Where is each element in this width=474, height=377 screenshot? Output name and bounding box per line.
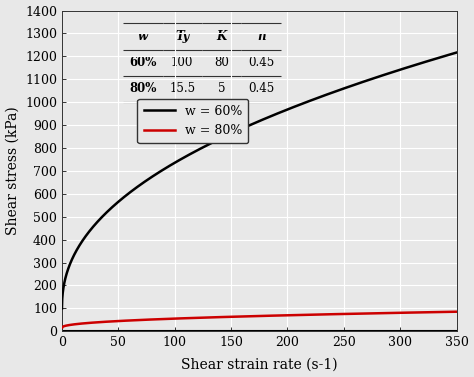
w = 60% bbox=[216, 137, 222, 142]
Line: w = 60%: w = 60% bbox=[62, 52, 456, 308]
w = 80% bbox=[190, 316, 196, 320]
w = 60% bbox=[436, 55, 441, 60]
w = 60% bbox=[454, 50, 459, 55]
w = 80% bbox=[216, 315, 222, 319]
w = 80% bbox=[436, 310, 441, 314]
w = 80% bbox=[59, 325, 65, 330]
w = 80% bbox=[454, 310, 459, 314]
w = 60% bbox=[299, 102, 304, 106]
w = 60% bbox=[59, 306, 65, 311]
w = 60% bbox=[190, 150, 196, 155]
w = 60% bbox=[137, 182, 143, 187]
Legend: w = 60%, w = 80%: w = 60%, w = 80% bbox=[137, 98, 248, 143]
Line: w = 80%: w = 80% bbox=[62, 312, 456, 328]
X-axis label: Shear strain rate (s-1): Shear strain rate (s-1) bbox=[181, 357, 337, 371]
w = 60% bbox=[248, 122, 254, 127]
w = 80% bbox=[299, 313, 304, 317]
w = 80% bbox=[248, 314, 254, 319]
Y-axis label: Shear stress (kPa): Shear stress (kPa) bbox=[6, 107, 19, 235]
w = 80% bbox=[137, 318, 143, 322]
